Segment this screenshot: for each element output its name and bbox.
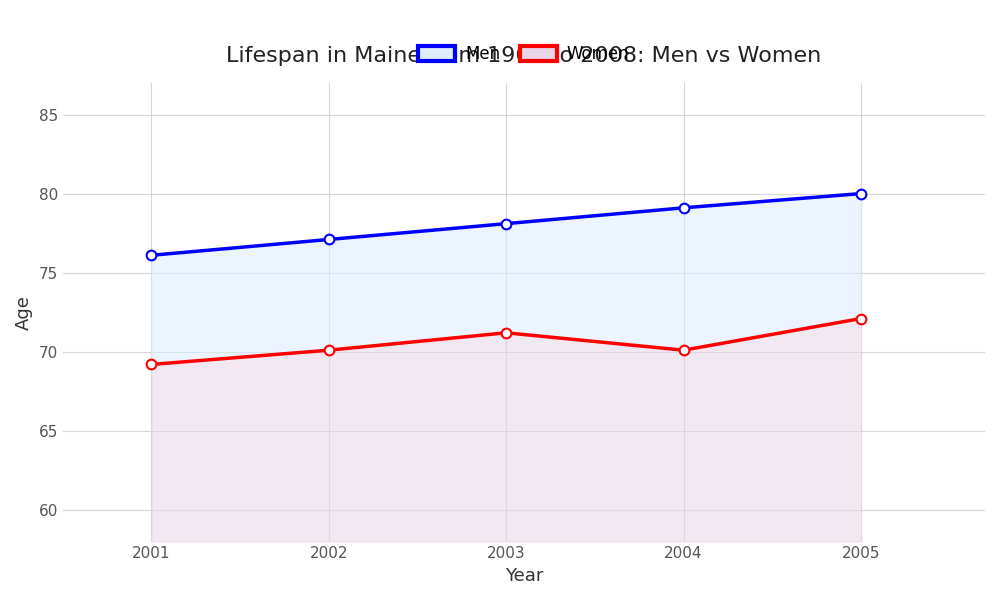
Legend: Men, Women: Men, Women (418, 46, 629, 64)
Title: Lifespan in Maine from 1963 to 2008: Men vs Women: Lifespan in Maine from 1963 to 2008: Men… (226, 46, 822, 66)
Y-axis label: Age: Age (15, 295, 33, 329)
X-axis label: Year: Year (505, 567, 543, 585)
